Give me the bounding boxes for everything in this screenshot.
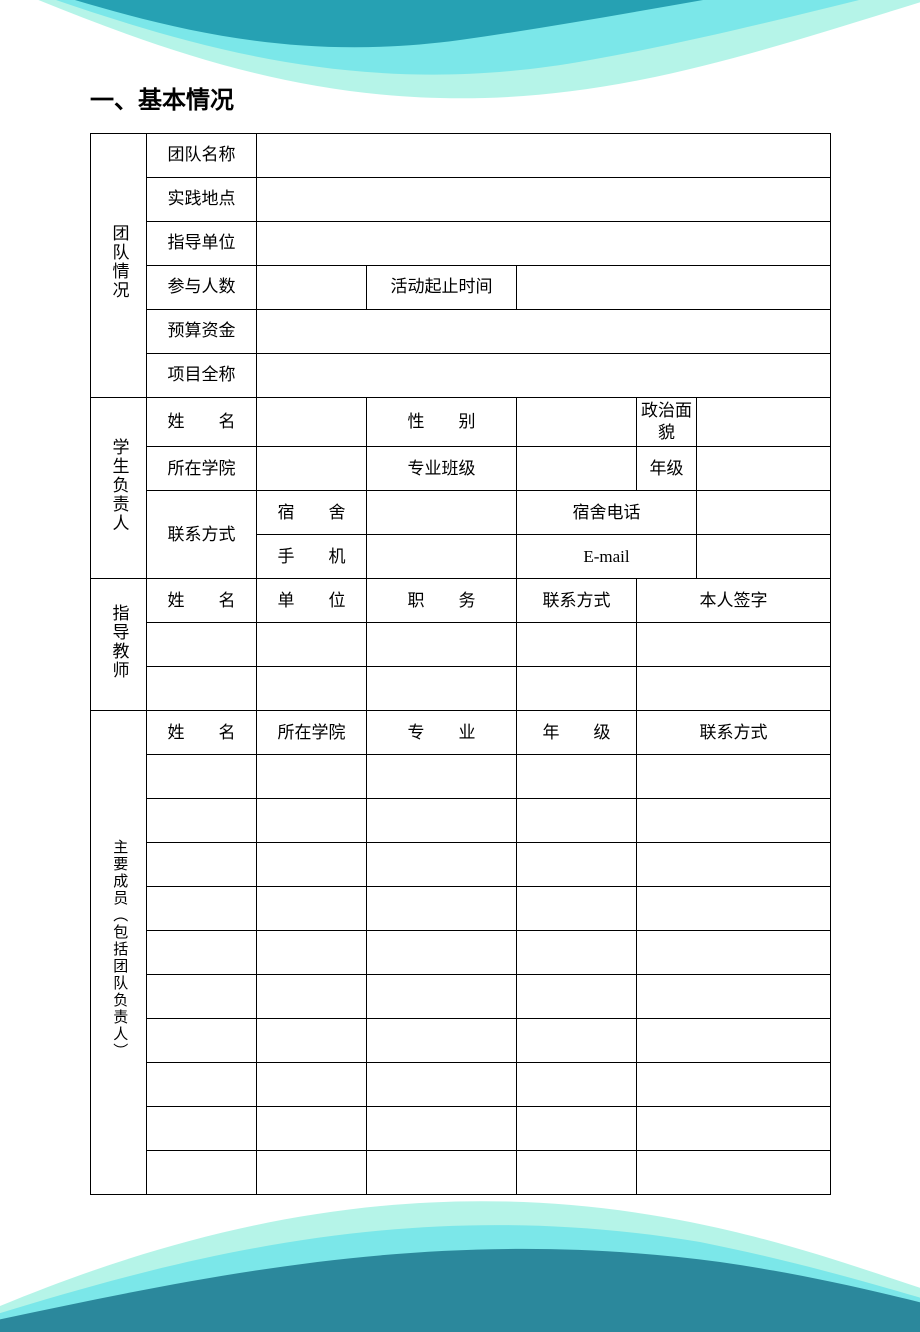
table-row <box>91 931 831 975</box>
label-politics: 政治面貌 <box>637 398 697 447</box>
value-location <box>257 178 831 222</box>
label-grade: 年级 <box>637 447 697 491</box>
col-member-name: 姓 名 <box>147 711 257 755</box>
section-title: 一、基本情况 <box>90 80 830 115</box>
col-teacher-duty: 职 务 <box>367 579 517 623</box>
table-row <box>91 1151 831 1195</box>
value-class <box>517 447 637 491</box>
label-guiding-unit: 指导单位 <box>147 222 257 266</box>
col-member-contact: 联系方式 <box>637 711 831 755</box>
section3-header: 指导教师 <box>91 579 147 711</box>
table-row <box>91 887 831 931</box>
section1-header: 团队情况 <box>91 134 147 398</box>
col-teacher-unit: 单 位 <box>257 579 367 623</box>
col-teacher-contact: 联系方式 <box>517 579 637 623</box>
label-class: 专业班级 <box>367 447 517 491</box>
label-project-full: 项目全称 <box>147 354 257 398</box>
label-name: 姓 名 <box>147 398 257 447</box>
label-dorm: 宿 舍 <box>257 491 367 535</box>
value-guiding-unit <box>257 222 831 266</box>
table-row <box>91 623 831 667</box>
col-member-major: 专 业 <box>367 711 517 755</box>
table-row <box>91 799 831 843</box>
section2-header: 学生负责人 <box>91 398 147 579</box>
table-row <box>91 1019 831 1063</box>
value-dorm-phone <box>697 491 831 535</box>
label-college: 所在学院 <box>147 447 257 491</box>
value-mobile <box>367 535 517 579</box>
label-period: 活动起止时间 <box>367 266 517 310</box>
label-mobile: 手 机 <box>257 535 367 579</box>
value-participants <box>257 266 367 310</box>
table-row <box>91 975 831 1019</box>
value-name <box>257 398 367 447</box>
table-row <box>91 755 831 799</box>
label-dorm-phone: 宿舍电话 <box>517 491 697 535</box>
basic-info-table: 团队情况 团队名称 实践地点 指导单位 参与人数 活动起止时间 预算资金 项目全… <box>90 133 831 1195</box>
value-period <box>517 266 831 310</box>
value-budget <box>257 310 831 354</box>
table-row <box>91 1107 831 1151</box>
value-email <box>697 535 831 579</box>
label-email: E-mail <box>517 535 697 579</box>
label-budget: 预算资金 <box>147 310 257 354</box>
label-location: 实践地点 <box>147 178 257 222</box>
col-member-grade: 年 级 <box>517 711 637 755</box>
value-team-name <box>257 134 831 178</box>
table-row <box>91 667 831 711</box>
label-contact: 联系方式 <box>147 491 257 579</box>
label-gender: 性 别 <box>367 398 517 447</box>
value-college <box>257 447 367 491</box>
label-team-name: 团队名称 <box>147 134 257 178</box>
col-member-college: 所在学院 <box>257 711 367 755</box>
col-teacher-signature: 本人签字 <box>637 579 831 623</box>
label-participants: 参与人数 <box>147 266 257 310</box>
value-gender <box>517 398 637 447</box>
value-dorm <box>367 491 517 535</box>
value-politics <box>697 398 831 447</box>
section4-header: 主要成员（包括团队负责人） <box>91 711 147 1195</box>
value-grade <box>697 447 831 491</box>
table-row <box>91 1063 831 1107</box>
col-teacher-name: 姓 名 <box>147 579 257 623</box>
value-project-full <box>257 354 831 398</box>
table-row <box>91 843 831 887</box>
